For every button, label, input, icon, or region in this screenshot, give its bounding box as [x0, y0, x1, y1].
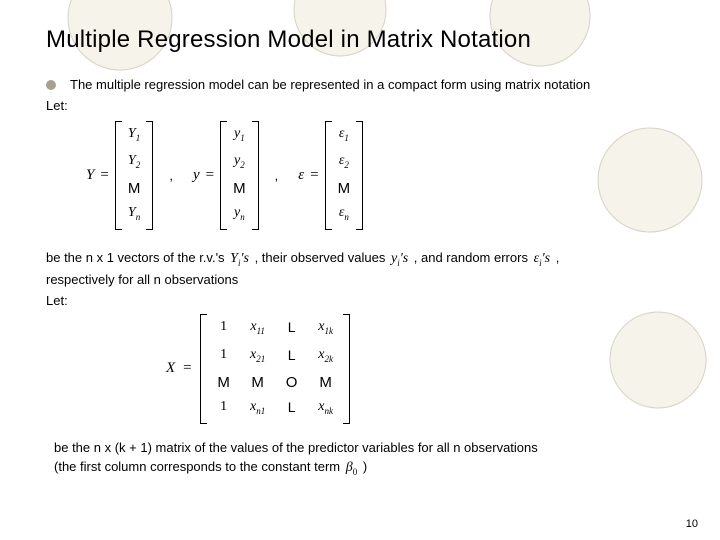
let-label-1: Let: — [46, 98, 692, 113]
equals-3: = — [310, 167, 318, 184]
equals-2: = — [206, 167, 214, 184]
symbol-eps: ε — [298, 167, 304, 184]
equals-1: = — [100, 167, 108, 184]
comma-1: , — [167, 168, 179, 183]
vector-Y: Y = Y1 Y2 M Yn — [86, 121, 153, 230]
vector-y: y = y1 y2 M yn — [193, 121, 259, 230]
slide-title: Multiple Regression Model in Matrix Nota… — [46, 26, 692, 54]
comma-2: , — [273, 168, 285, 183]
vector-eps: ε = ε1 ε2 M εn — [298, 121, 363, 230]
bullet-text: The multiple regression model can be rep… — [70, 76, 590, 94]
vector-definitions: Y = Y1 Y2 M Yn , y = y1 y2 — [86, 121, 692, 230]
page-number: 10 — [686, 518, 698, 530]
vector-description: be the n x 1 vectors of the r.v.'s Yi's … — [46, 248, 692, 291]
symbol-y: y — [193, 167, 200, 184]
bullet-dot-icon — [46, 80, 56, 90]
x-matrix-definition: X = 1x11Lx1k 1x21Lx2k MMOM 1xn1Lxnk — [166, 314, 692, 423]
x-matrix-description: be the n x (k + 1) matrix of the values … — [54, 438, 684, 480]
symbol-X: X — [166, 360, 175, 377]
let-label-2: Let: — [46, 293, 692, 308]
symbol-Y: Y — [86, 167, 94, 184]
bullet-item: The multiple regression model can be rep… — [46, 76, 692, 94]
equals-4: = — [183, 360, 191, 377]
